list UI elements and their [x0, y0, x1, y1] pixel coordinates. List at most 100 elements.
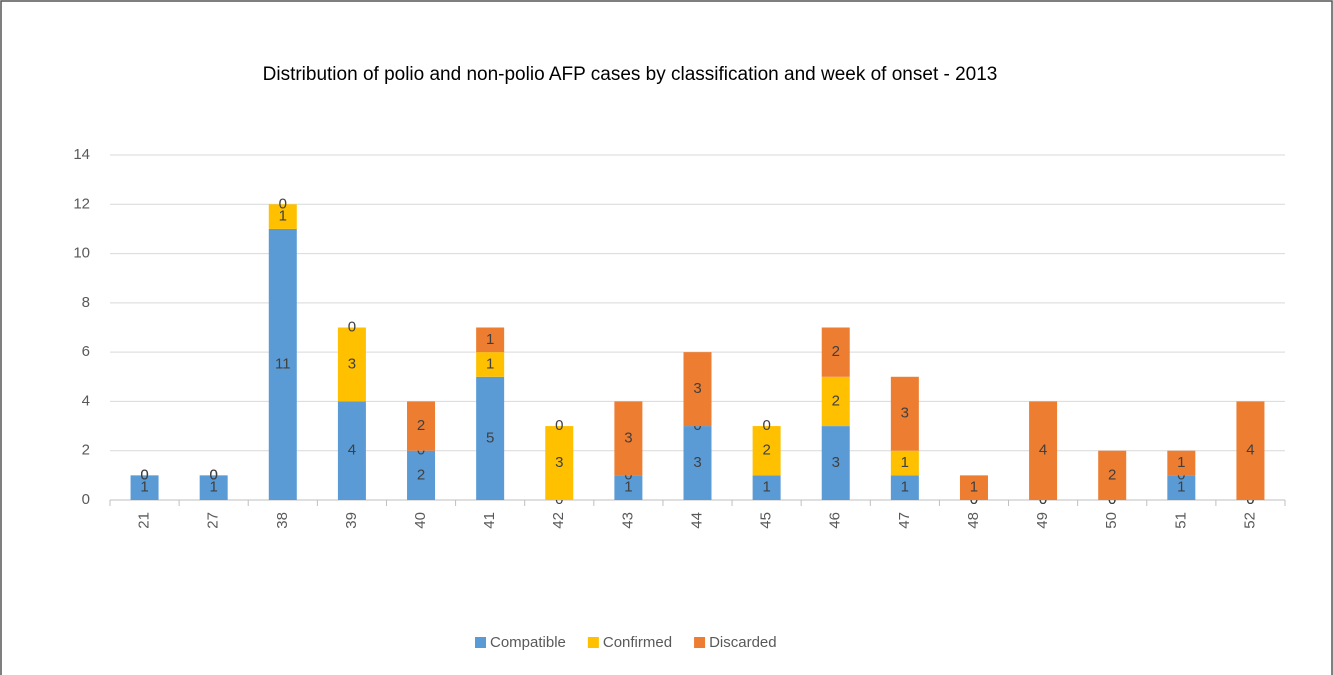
- bar-segment: [337, 327, 366, 402]
- bar-segment: [407, 401, 436, 451]
- y-tick-label: 2: [82, 442, 90, 459]
- bar-segment: [476, 376, 505, 500]
- data-label: 0: [348, 318, 356, 335]
- data-label: 1: [970, 479, 978, 496]
- bar-segment: [407, 450, 436, 500]
- data-label: 0: [140, 466, 148, 483]
- y-tick-label: 4: [82, 392, 90, 409]
- data-label: 1: [1177, 479, 1185, 496]
- x-tick-label: 39: [343, 512, 360, 529]
- bar-segment: [268, 228, 297, 500]
- data-label: 1: [1177, 454, 1185, 471]
- data-label: 11: [275, 355, 291, 372]
- y-tick-label: 14: [73, 146, 90, 163]
- data-label: 1: [486, 355, 494, 372]
- bar-segment: [337, 401, 366, 500]
- x-tick-label: 40: [412, 512, 429, 529]
- data-label: 0: [762, 417, 770, 434]
- data-label: 2: [417, 466, 425, 483]
- x-tick-label: 49: [1034, 512, 1051, 529]
- data-label: 3: [693, 380, 701, 397]
- data-label: 3: [555, 454, 563, 471]
- legend-label: Confirmed: [603, 634, 672, 651]
- data-label: 1: [140, 479, 148, 496]
- bar-segment: [476, 327, 505, 353]
- bar-segment: [890, 450, 919, 476]
- x-tick-label: 41: [481, 512, 498, 529]
- data-label: 1: [901, 454, 909, 471]
- bar-segment: [614, 475, 643, 500]
- bar-segment: [890, 376, 919, 451]
- data-label: 3: [624, 429, 632, 446]
- x-tick-label: 47: [896, 512, 913, 529]
- data-label: 1: [901, 479, 909, 496]
- data-label: 1: [210, 479, 218, 496]
- data-label: 2: [832, 392, 840, 409]
- x-tick-label: 50: [1103, 512, 1120, 529]
- data-label: 1: [486, 331, 494, 348]
- data-label: 4: [348, 442, 356, 459]
- data-label: 3: [348, 355, 356, 372]
- data-label: 0: [210, 466, 218, 483]
- legend-label: Discarded: [709, 634, 777, 651]
- bar-segment: [821, 426, 850, 500]
- data-label: 3: [901, 405, 909, 422]
- y-tick-label: 8: [82, 294, 90, 311]
- y-tick-label: 10: [73, 245, 90, 262]
- data-label: 1: [624, 479, 632, 496]
- bar-segment: [1029, 401, 1058, 500]
- legend-swatch: [587, 637, 599, 648]
- bar-segment: [476, 352, 505, 377]
- x-tick-label: 42: [550, 512, 567, 529]
- data-label: 1: [762, 479, 770, 496]
- bar-segment: [614, 401, 643, 476]
- bar-segment: [683, 426, 712, 500]
- bar-segment: [959, 475, 988, 500]
- x-tick-label: 44: [688, 512, 705, 529]
- bar-segment: [821, 327, 850, 377]
- legend-swatch: [694, 637, 706, 648]
- bar-segment: [890, 475, 919, 500]
- bar-segment: [545, 426, 574, 500]
- bar-segment: [752, 475, 781, 500]
- data-label: 5: [486, 429, 494, 446]
- x-tick-label: 27: [205, 512, 222, 529]
- bar-segment: [1167, 450, 1196, 476]
- x-tick-label: 45: [758, 512, 775, 529]
- data-label: 2: [1108, 466, 1116, 483]
- x-tick-label: 51: [1172, 512, 1189, 529]
- data-label: 4: [1039, 442, 1047, 459]
- bar-segment: [1098, 450, 1127, 500]
- x-tick-label: 52: [1241, 512, 1258, 529]
- x-tick-label: 21: [136, 512, 153, 529]
- chart-title: Distribution of polio and non-polio AFP …: [263, 64, 998, 85]
- y-tick-label: 12: [73, 195, 90, 212]
- data-label: 0: [279, 195, 287, 212]
- data-label: 2: [832, 343, 840, 360]
- x-tick-label: 48: [965, 512, 982, 529]
- bar-segment: [1236, 401, 1265, 500]
- bar-segment: [683, 352, 712, 427]
- bar-segment: [752, 426, 781, 476]
- data-label: 2: [417, 417, 425, 434]
- y-tick-label: 6: [82, 343, 90, 360]
- legend-swatch: [475, 637, 486, 648]
- data-label: 3: [693, 454, 701, 471]
- data-label: 1: [279, 208, 287, 225]
- data-label: 0: [555, 417, 563, 434]
- data-label: 2: [762, 442, 770, 459]
- data-label: 4: [1246, 442, 1254, 459]
- data-label: 0: [140, 466, 148, 483]
- x-tick-label: 46: [827, 512, 844, 529]
- legend-label: Compatible: [490, 634, 566, 651]
- bar-segment: [821, 376, 850, 427]
- bar-segment: [1167, 475, 1196, 500]
- x-tick-label: 38: [274, 512, 291, 529]
- data-label: 0: [210, 466, 218, 483]
- x-tick-label: 43: [619, 512, 636, 529]
- bar-segment: [130, 475, 159, 500]
- data-label: 3: [832, 454, 840, 471]
- y-tick-label: 0: [82, 491, 90, 508]
